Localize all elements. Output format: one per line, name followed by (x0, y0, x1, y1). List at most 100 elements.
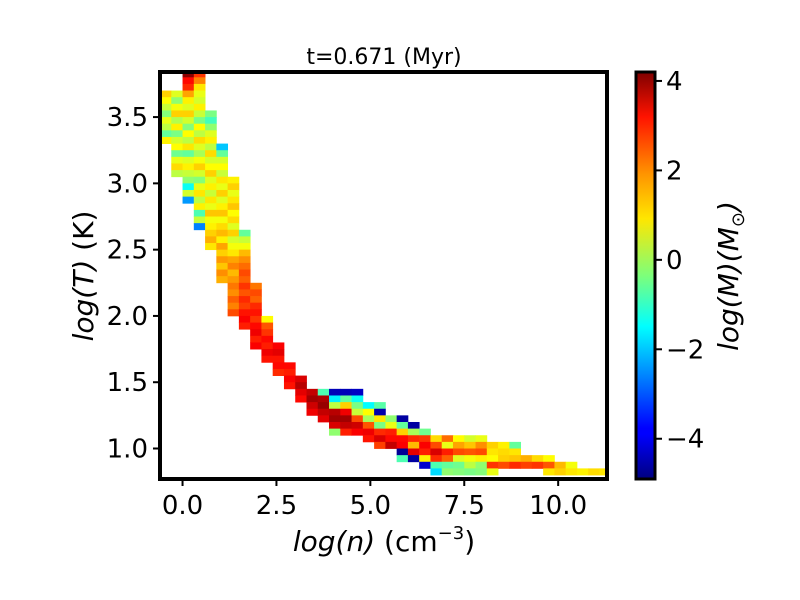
heatmap-cell (475, 468, 488, 476)
heatmap-cell (216, 150, 229, 158)
heatmap-cell (216, 236, 229, 244)
heatmap-cell (396, 421, 409, 430)
heatmap-cell (250, 315, 262, 323)
heatmap-cell (238, 289, 251, 297)
heatmap-cell (464, 461, 476, 469)
heatmap-cell (340, 388, 352, 396)
heatmap-cell (486, 448, 499, 456)
heatmap-cell (520, 461, 533, 469)
heatmap-cell (306, 388, 319, 396)
heatmap-cell (272, 342, 285, 350)
heatmap-cell (374, 435, 386, 443)
heatmap-cell (182, 170, 195, 178)
heatmap-cell (205, 163, 217, 171)
heatmap-cell (205, 203, 217, 211)
heatmap-cell (171, 136, 183, 144)
heatmap-cell (441, 468, 454, 476)
heatmap-cell (340, 395, 352, 403)
heatmap-cell (193, 136, 206, 144)
heatmap-cell (193, 90, 206, 98)
heatmap-cell (216, 216, 229, 224)
heatmap-cell (430, 455, 443, 463)
heatmap-cell (227, 183, 240, 191)
heatmap-cell (362, 402, 375, 410)
heatmap-cell (205, 176, 217, 184)
heatmap-cell (238, 256, 251, 264)
heatmap-cell (205, 216, 217, 224)
heatmap-cell (317, 388, 330, 396)
heatmap-cell (227, 209, 240, 217)
heatmap-cell (227, 249, 240, 257)
heatmap-cell (182, 77, 195, 85)
heatmap-cell (205, 209, 217, 217)
heatmap-cell (329, 415, 341, 423)
heatmap-cell (171, 110, 183, 118)
heatmap-cell (250, 335, 262, 343)
heatmap-cell (464, 441, 476, 449)
heatmap-cell (193, 83, 206, 91)
heatmap-cell (193, 156, 206, 164)
heatmap-cell (317, 415, 330, 423)
heatmap-cell (374, 421, 386, 430)
heatmap-cell (498, 441, 510, 449)
heatmap-cells (160, 72, 608, 476)
heatmap-cell (182, 83, 195, 91)
heatmap-cell (475, 435, 488, 443)
heatmap-cell (441, 461, 454, 469)
heatmap-cell (250, 322, 262, 330)
heatmap-cell (205, 123, 217, 131)
heatmap-cell (227, 262, 240, 270)
heatmap-cell (340, 428, 352, 436)
heatmap-cell (452, 461, 465, 469)
heatmap-cell (261, 329, 274, 337)
heatmap-cell (419, 441, 431, 449)
heatmap-cell (362, 428, 375, 436)
heatmap-cell (351, 428, 364, 436)
heatmap-cell (261, 355, 274, 363)
heatmap-cell (216, 256, 229, 264)
heatmap-cell (250, 296, 262, 304)
heatmap-cell (317, 395, 330, 403)
x-tick-label: 7.5 (444, 491, 485, 521)
heatmap-cell (464, 448, 476, 456)
heatmap-cell (351, 402, 364, 410)
heatmap-cell (182, 156, 195, 164)
y-tick-label: 1.0 (107, 435, 148, 465)
heatmap-cell (216, 183, 229, 191)
heatmap-cell (182, 117, 195, 125)
colorbar-tick-label: 0 (666, 246, 683, 276)
colorbar-tick-label: 2 (666, 156, 683, 186)
y-tick-label: 2.0 (107, 302, 148, 332)
heatmap-cell (396, 448, 409, 456)
heatmap-cell (498, 461, 510, 469)
heatmap-cell (193, 223, 206, 231)
heatmap-cell (396, 428, 409, 436)
heatmap-cell (205, 136, 217, 144)
heatmap-cell (227, 216, 240, 224)
heatmap-cell (419, 435, 431, 443)
heatmap-cell (475, 441, 488, 449)
heatmap-cell (250, 282, 262, 290)
heatmap-cell (193, 77, 206, 85)
heatmap-cell (374, 441, 386, 449)
heatmap-cell (171, 143, 183, 151)
heatmap-cell (396, 441, 409, 449)
heatmap-cell (205, 243, 217, 251)
heatmap-cell (227, 289, 240, 297)
heatmap-cell (216, 243, 229, 251)
heatmap-cell (306, 408, 319, 416)
heatmap-cell (238, 296, 251, 304)
x-axis-label: log(n) (cm−3) (293, 523, 475, 558)
heatmap-cell (238, 276, 251, 284)
heatmap-cell (205, 156, 217, 164)
heatmap-cell (182, 110, 195, 118)
heatmap-cell (430, 448, 443, 456)
heatmap-cell (193, 117, 206, 125)
colorbar-label: log(M)(M⊙) (712, 201, 749, 351)
heatmap-cell (430, 441, 443, 449)
heatmap-cell (576, 468, 589, 476)
heatmap-cell (205, 110, 217, 118)
y-tick-label: 3.0 (107, 169, 148, 199)
heatmap-cell (216, 269, 229, 277)
